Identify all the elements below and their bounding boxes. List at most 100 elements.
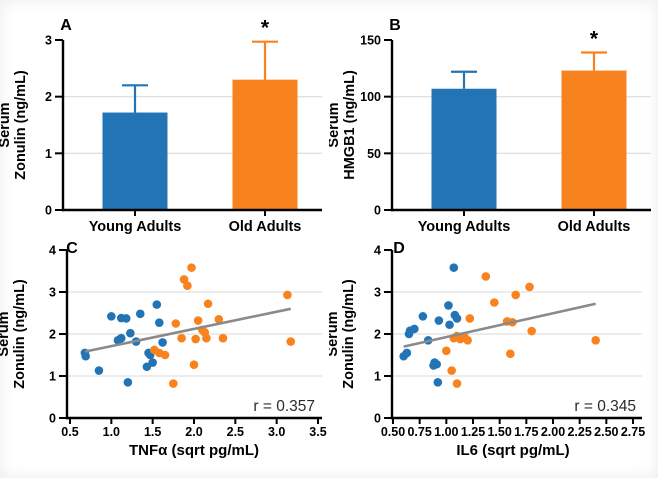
scatter-point-old-adults (481, 272, 491, 281)
scatter-point-old-adults (442, 346, 451, 356)
regression-line (403, 302, 596, 348)
x-tick-label: 0.75 (407, 425, 431, 439)
scatter-point-young-adults (432, 359, 442, 369)
y-tick-label: 0 (45, 204, 52, 218)
y-tick-label: 0 (374, 204, 381, 218)
scatter-point-old-adults (179, 275, 189, 284)
scatter-point-young-adults (444, 301, 453, 310)
x-tick-label: 3.5 (309, 425, 326, 439)
scatter-point-old-adults (447, 366, 456, 375)
x-category-label: Young Adults (89, 219, 182, 235)
scatter-point-young-adults (126, 328, 135, 338)
scatter-point-old-adults (160, 350, 170, 360)
bar-old-adults (232, 79, 298, 211)
scatter-point-young-adults (452, 314, 462, 323)
scatter-point-young-adults (148, 358, 157, 367)
scatter-point-old-adults (490, 298, 499, 307)
scatter-point-young-adults (152, 300, 162, 309)
scatter-point-old-adults (465, 314, 475, 323)
y-tick-label: 1 (49, 370, 56, 384)
scatter-point-old-adults (203, 299, 213, 309)
panel-b-hmgb1-bar-chart: * 0 50 100 150 Young Adults Old Adults B SerumHM… (329, 17, 651, 235)
y-tick-label: 3 (45, 34, 52, 48)
scatter-point-young-adults (434, 316, 444, 325)
scatter-point-old-adults (214, 315, 224, 324)
y-tick-label: 2 (49, 328, 56, 342)
bar-young-adults (102, 112, 168, 210)
scatter-point-old-adults (193, 316, 203, 325)
bar-old-adults (561, 70, 627, 210)
y-tick-label: 2 (45, 90, 52, 104)
scatter-point-old-adults (527, 326, 536, 336)
scatter-point-young-adults (433, 378, 443, 387)
scatter-point-old-adults (286, 337, 296, 346)
x-tick-label: 2.50 (594, 425, 618, 439)
x-tick-label: 2.00 (541, 425, 565, 439)
panel-c-tnfa-scatter-plot: 0 1 2 3 4 0.5 1.0 1.5 2.0 2.5 3.0 3.5 TNFα (sqrt pg/… (0, 240, 327, 459)
scatter-point-old-adults (452, 379, 462, 388)
x-tick-label: 0.50 (381, 425, 405, 439)
regression-line (84, 307, 291, 353)
panel-letter: A (60, 17, 72, 34)
x-tick-label: 0.5 (61, 425, 78, 439)
y-tick-label: 2 (374, 328, 381, 342)
scatter-point-young-adults (123, 378, 133, 387)
x-category-label: Old Adults (229, 219, 302, 235)
x-tick-label: 1.75 (514, 425, 538, 439)
scatter-point-old-adults (591, 336, 600, 345)
scatter-point-old-adults (463, 336, 472, 345)
x-tick-label: 2.5 (227, 425, 244, 439)
y-tick-label: 0 (374, 412, 381, 426)
scatter-point-old-adults (506, 349, 515, 359)
scatter-point-young-adults (154, 318, 164, 327)
scatter-point-young-adults (449, 263, 459, 272)
y-tick-label: 4 (374, 244, 381, 258)
x-tick-label: 2.0 (185, 425, 202, 439)
scatter-point-old-adults (191, 334, 200, 344)
scatter-point-old-adults (189, 360, 199, 369)
x-tick-label: 2.25 (567, 425, 591, 439)
scatter-point-young-adults (158, 338, 167, 347)
y-tick-label: 0 (49, 412, 56, 426)
x-tick-label: 3.0 (268, 425, 285, 439)
x-axis-label: TNFα (sqrt pg/mL) (129, 442, 259, 459)
scatter-point-young-adults (107, 312, 116, 321)
scatter-point-young-adults (81, 351, 91, 361)
significance-asterisk: * (261, 17, 270, 40)
scatter-point-young-adults (410, 324, 419, 334)
scatter-point-old-adults (283, 290, 292, 300)
y-tick-label: 1 (45, 147, 52, 161)
x-category-label: Old Adults (558, 219, 631, 235)
scatter-point-young-adults (135, 309, 145, 319)
y-tick-label: 4 (49, 244, 56, 258)
scatter-point-old-adults (171, 319, 181, 328)
x-axis-label: IL6 (sqrt pg/mL) (456, 442, 569, 459)
scatter-point-young-adults (402, 348, 412, 358)
scatter-point-young-adults (116, 333, 126, 343)
x-tick-label: 1.0 (103, 425, 120, 439)
scatter-point-old-adults (511, 290, 520, 300)
r-value-annotation: r = 0.345 (574, 398, 636, 415)
scatter-point-young-adults (94, 366, 104, 375)
scatter-point-old-adults (177, 333, 186, 343)
r-value-annotation: r = 0.357 (253, 398, 315, 415)
significance-asterisk: * (590, 27, 599, 50)
y-tick-label: 150 (360, 34, 381, 48)
y-tick-label: 1 (374, 370, 381, 384)
scatter-point-old-adults (183, 281, 192, 290)
y-axis-label: SerumZonulin (ng/mL) (0, 70, 29, 180)
x-tick-label: 1.50 (487, 425, 511, 439)
panel-letter: C (66, 240, 78, 257)
x-tick-label: 2.75 (621, 425, 645, 439)
scatter-point-young-adults (418, 312, 428, 321)
scatter-point-young-adults (445, 320, 454, 330)
x-tick-label: 1.00 (434, 425, 458, 439)
y-tick-label: 3 (374, 286, 381, 300)
panel-d-il6-scatter-plot: 0 1 2 3 4 0.50 0.75 1.00 1.25 1.50 1.75 2.00 2.25 2.5… (329, 240, 645, 459)
y-axis-label: SerumZonulin (ng/mL) (329, 279, 357, 389)
scatter-point-young-adults (121, 314, 131, 323)
bar-young-adults (431, 88, 497, 210)
x-category-label: Young Adults (418, 219, 511, 235)
y-tick-label: 50 (367, 147, 381, 161)
